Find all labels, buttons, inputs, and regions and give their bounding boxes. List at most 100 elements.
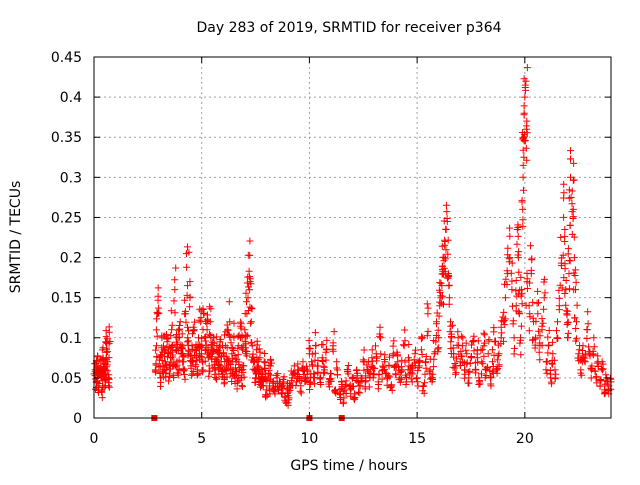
data-point <box>551 375 559 383</box>
data-point <box>377 334 384 342</box>
data-point <box>588 362 596 370</box>
data-point <box>442 246 450 254</box>
data-point <box>434 326 442 334</box>
data-point <box>464 379 472 387</box>
data-point <box>484 350 492 358</box>
data-point <box>152 346 160 354</box>
data-point <box>233 371 240 379</box>
data-point <box>227 339 235 347</box>
data-point <box>435 344 443 352</box>
y-tick-label: 0.3 <box>60 170 82 186</box>
data-point <box>398 375 405 383</box>
data-point <box>463 359 471 367</box>
data-point <box>572 325 580 332</box>
data-point <box>374 385 382 393</box>
data-point <box>247 304 255 312</box>
data-point <box>329 347 337 355</box>
data-point <box>199 368 206 376</box>
data-point <box>375 371 383 379</box>
data-point <box>573 301 581 309</box>
data-point <box>237 318 245 326</box>
data-point <box>188 342 196 350</box>
data-point <box>421 370 429 378</box>
data-point <box>331 387 338 395</box>
data-point <box>535 327 543 335</box>
data-point <box>198 334 206 342</box>
data-point <box>272 371 280 379</box>
data-point <box>311 329 319 337</box>
data-point <box>519 173 527 181</box>
data-point <box>261 359 269 367</box>
data-point <box>473 350 481 358</box>
data-point <box>353 369 361 377</box>
data-point <box>296 377 304 385</box>
data-point <box>246 237 254 245</box>
data-point <box>555 306 563 314</box>
data-point <box>551 366 559 374</box>
data-point <box>596 382 604 390</box>
data-point <box>262 391 270 399</box>
data-point <box>478 370 485 378</box>
data-point <box>248 339 256 347</box>
data-point <box>528 255 536 263</box>
data-point <box>290 369 298 377</box>
data-point <box>447 338 455 346</box>
data-point <box>515 268 523 276</box>
data-point <box>450 353 458 361</box>
data-point <box>476 380 484 388</box>
data-point <box>493 356 501 364</box>
data-point <box>177 343 185 351</box>
data-point <box>105 379 113 387</box>
data-point <box>594 352 602 360</box>
data-point <box>516 339 524 347</box>
data-point <box>233 385 241 393</box>
data-point <box>544 349 552 357</box>
data-point <box>565 270 573 278</box>
data-point <box>564 329 572 337</box>
data-point <box>565 194 573 202</box>
data-point <box>363 361 371 369</box>
data-point <box>590 343 598 351</box>
data-point <box>519 205 527 213</box>
data-point <box>153 308 161 316</box>
data-point <box>554 334 562 342</box>
data-point <box>447 330 455 338</box>
data-point <box>538 341 546 349</box>
data-point <box>172 264 180 272</box>
data-point <box>459 334 467 342</box>
data-point <box>535 348 543 356</box>
data-point <box>424 327 432 335</box>
data-point <box>167 332 175 340</box>
data-point <box>538 322 546 330</box>
data-point <box>566 285 573 293</box>
data-point <box>570 159 578 167</box>
data-point <box>566 221 574 229</box>
data-point <box>417 346 425 354</box>
data-point <box>284 401 292 409</box>
data-point <box>203 326 211 334</box>
data-point <box>405 341 413 348</box>
data-point <box>192 363 200 371</box>
data-point <box>297 382 305 390</box>
data-point <box>514 254 522 262</box>
data-point <box>423 332 431 340</box>
data-point <box>391 363 399 371</box>
data-point <box>171 309 179 317</box>
data-point <box>249 350 257 358</box>
data-point <box>168 341 176 349</box>
data-point <box>348 375 356 383</box>
data-point <box>561 233 569 241</box>
data-point <box>322 348 330 356</box>
data-point <box>401 326 409 334</box>
data-point <box>547 378 555 386</box>
data-point <box>545 327 553 334</box>
data-point <box>506 232 514 240</box>
data-point <box>243 298 250 306</box>
data-point <box>583 335 591 342</box>
data-point <box>103 344 110 352</box>
data-point <box>570 269 578 277</box>
x-tick-label: 5 <box>197 431 206 447</box>
data-point <box>197 353 205 361</box>
data-point <box>179 352 187 360</box>
data-point <box>213 333 221 341</box>
